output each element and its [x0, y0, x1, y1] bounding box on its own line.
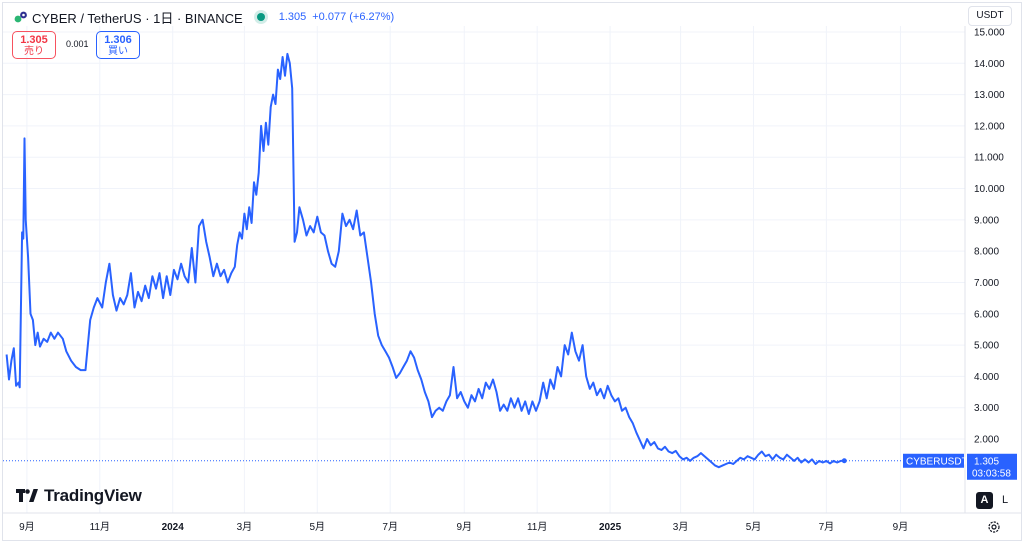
price-series-line — [5, 52, 845, 469]
spread-value: 0.001 — [66, 39, 89, 49]
price-tick-label: 10.000 — [974, 184, 1005, 195]
time-tick-label: 3月 — [237, 521, 253, 533]
price-tick-label: 2.000 — [974, 435, 999, 446]
brand-name: TradingView — [44, 486, 142, 505]
price-tick-label: 9.000 — [974, 215, 999, 226]
auto-scale-button[interactable]: A — [976, 492, 993, 509]
price-tick-label: 11.000 — [974, 153, 1004, 164]
time-tick-label: 9月 — [893, 521, 909, 533]
price-tick-label: 3.000 — [974, 403, 999, 414]
time-tick-label: 2024 — [162, 522, 185, 533]
last-price: 1.305 — [278, 11, 307, 23]
time-tick-label: 7月 — [819, 521, 835, 533]
last-price-label: 1.305 — [974, 456, 999, 467]
sell-button[interactable]: 1.305 売り — [12, 31, 56, 59]
price-tick-label: 5.000 — [974, 341, 999, 352]
last-price-tag: 1.305 03:03:58 — [967, 453, 1017, 480]
symbol-price-tag: CYBERUSDT — [903, 453, 968, 468]
time-tick-label: 2025 — [599, 522, 622, 533]
time-tick-label: 11月 — [90, 521, 110, 533]
price-axis[interactable]: 15.000 14.000 13.000 12.000 11.000 10.000 9.00… — [974, 28, 1005, 446]
cyber-logo-icon — [14, 11, 27, 23]
symbol-tag-label: CYBERUSDT — [906, 456, 968, 467]
price-tick-label: 13.000 — [974, 90, 1005, 101]
time-tick-label: 9月 — [19, 521, 35, 533]
time-tick-label: 11月 — [527, 521, 547, 533]
price-tick-label: 12.000 — [974, 121, 1005, 132]
price-change: +0.077 (+6.27%) — [312, 11, 395, 23]
price-tick-label: 14.000 — [974, 59, 1005, 70]
last-price-dot — [841, 458, 847, 464]
buy-price: 1.306 — [104, 34, 132, 46]
live-dot-icon — [256, 13, 265, 21]
grid-lines — [3, 26, 965, 513]
time-tick-label: 9月 — [457, 521, 473, 533]
symbol-title[interactable]: CYBER / TetherUS · 1日 · BINANCE — [32, 10, 243, 26]
chart-header: CYBER / TetherUS · 1日 · BINANCE 1.305 +0… — [14, 8, 394, 26]
buy-label: 買い — [108, 46, 128, 57]
currency-button[interactable]: USDT — [968, 6, 1012, 26]
price-tick-label: 15.000 — [974, 28, 1005, 39]
time-tick-label: 5月 — [746, 521, 762, 533]
time-tick-label: 5月 — [310, 521, 326, 533]
time-axis[interactable]: 9月 11月 2024 3月 5月 7月 9月 11月 2025 3月 5月 7月 9月 — [19, 521, 908, 533]
gear-icon[interactable] — [987, 520, 1001, 534]
price-tick-label: 8.000 — [974, 247, 999, 258]
price-tick-label: 6.000 — [974, 309, 999, 320]
sell-price: 1.305 — [20, 34, 48, 46]
price-tick-label: 4.000 — [974, 372, 999, 383]
log-scale-button[interactable]: L — [1001, 494, 1009, 506]
buy-button[interactable]: 1.306 買い — [96, 31, 140, 59]
bar-countdown-label: 03:03:58 — [972, 468, 1011, 479]
tradingview-logo-icon — [16, 489, 38, 502]
time-tick-label: 3月 — [673, 521, 689, 533]
tradingview-logo[interactable]: TradingView — [16, 486, 142, 506]
sell-label: 売り — [24, 46, 44, 57]
time-tick-label: 7月 — [382, 521, 398, 533]
price-tick-label: 7.000 — [974, 278, 999, 289]
